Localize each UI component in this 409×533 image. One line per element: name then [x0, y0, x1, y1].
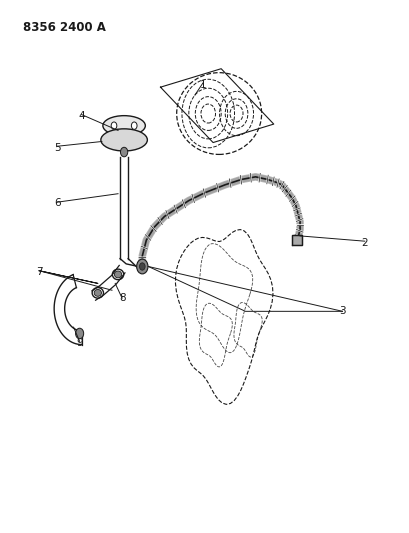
- Ellipse shape: [94, 289, 101, 296]
- Text: 6: 6: [54, 198, 61, 208]
- FancyBboxPatch shape: [292, 235, 301, 245]
- Circle shape: [139, 263, 145, 270]
- Text: 8: 8: [119, 293, 125, 303]
- Text: 5: 5: [54, 143, 61, 153]
- Ellipse shape: [114, 271, 121, 278]
- Circle shape: [111, 122, 117, 130]
- Text: 1: 1: [199, 79, 206, 90]
- Circle shape: [75, 328, 83, 339]
- Ellipse shape: [101, 129, 147, 151]
- Circle shape: [131, 122, 137, 130]
- Text: 4: 4: [78, 111, 85, 121]
- Text: 8356 2400 A: 8356 2400 A: [23, 21, 106, 34]
- Text: 9: 9: [76, 338, 83, 348]
- Circle shape: [120, 147, 128, 157]
- Text: 2: 2: [361, 238, 367, 248]
- Ellipse shape: [103, 116, 145, 136]
- Circle shape: [136, 259, 148, 274]
- Text: 3: 3: [338, 306, 345, 316]
- Text: 7: 7: [36, 267, 43, 277]
